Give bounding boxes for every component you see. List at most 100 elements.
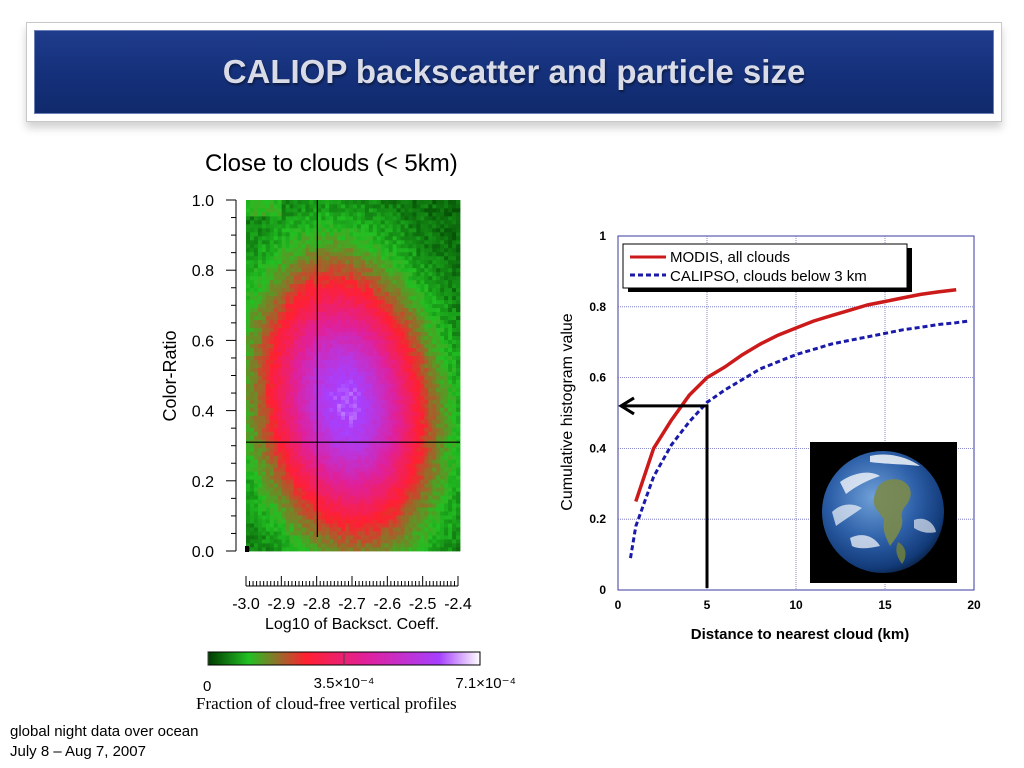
heatmap-cell [380,455,386,460]
heatmap-cell [249,527,255,532]
heatmap-cell [273,387,279,392]
heatmap-cell [305,339,310,344]
heatmap-cell [277,251,283,257]
heatmap-cell [428,263,433,269]
heatmap-cell [265,367,271,372]
heatmap-cell [261,243,267,249]
heatmap-cell [277,343,283,348]
heatmap-cell [404,515,409,520]
heatmap-cell [416,483,421,488]
heatmap-cell [341,519,346,524]
heatmap-cell [285,367,290,372]
heatmap-cell [392,483,397,488]
heatmap-cell [333,283,338,289]
heatmap-cell [345,415,350,420]
heatmap-cell [436,419,441,424]
heatmap-cell [325,243,330,249]
heatmap-cell [293,211,298,217]
heatmap-cell [273,479,279,484]
heatmap-cell [404,479,409,484]
heatmap-cell [345,227,350,233]
heatmap-cell [392,531,397,536]
heatmap-cell [309,367,314,372]
heatmap-cell [261,483,267,488]
heatmap-cell [364,463,370,468]
heatmap-cell [364,435,370,440]
heatmap-cell [353,363,358,368]
heatmap-cell [456,499,461,504]
heatmap-cell [388,391,394,396]
heatmap-cell [392,271,397,277]
heatmap-cell [253,371,259,376]
heatmap-cell [349,239,354,245]
heatmap-cell [305,427,310,432]
heatmap-cell [420,443,425,448]
heatmap-cell [364,471,370,476]
heatmap-cell [400,539,405,544]
heatmap-cell [277,543,283,548]
heatmap-cell [329,519,334,524]
heatmap-cell [253,515,259,520]
heatmap-cell [293,379,298,384]
heatmap-cell [452,271,457,277]
heatmap-cell [456,323,461,329]
heatmap-cell [297,507,302,512]
heatmap-cell [456,223,461,229]
heatmap-cell [416,227,421,233]
heatmap-cell [412,491,417,496]
heatmap-cell [341,391,346,396]
heatmap-cell [356,383,362,388]
heatmap-cell [345,427,350,432]
heatmap-cell [452,243,457,249]
heatmap-cell [456,479,461,484]
heatmap-cell [388,463,394,468]
heatmap-cell [265,411,271,416]
heatmap-cell [257,203,263,209]
heatmap-cell [428,371,433,376]
heatmap-cell [257,299,263,305]
heatmap-cell [277,211,283,217]
heatmap-cell [368,391,374,396]
heatmap-cell [452,200,457,205]
heatmap-cell [388,200,394,205]
heatmap-cell [257,207,263,213]
heatmap-cell [408,363,413,368]
heatmap-cell [293,483,298,488]
heatmap-cell [349,387,354,392]
heatmap-cell [356,543,362,548]
heatmap-cell [249,291,255,297]
heatmap-cell [261,503,267,508]
heatmap-cell [349,351,354,356]
heatmap-cell [329,267,334,273]
heatmap-cell [341,471,346,476]
heatmap-cell [265,303,271,309]
heatmap-cell [246,419,251,424]
heatmap-cell [448,200,453,205]
heatmap-cell [368,383,374,388]
heatmap-cell [333,451,338,456]
heatmap-cell [436,531,441,536]
heatmap-cell [329,319,334,325]
heatmap-cell [297,359,302,364]
heatmap-cell [317,543,322,548]
legend: MODIS, all clouds CALIPSO, clouds below … [622,243,912,292]
heatmap-cell [277,399,283,404]
heatmap-cell [432,499,437,504]
heatmap-cell [313,499,318,504]
heatmap-cell [448,223,453,229]
heatmap-cell [325,483,330,488]
heatmap-cell [277,367,283,372]
heatmap-cell [337,455,342,460]
heatmap-cell [420,515,425,520]
heatmap-cell [246,523,251,528]
heatmap-cell [277,243,283,249]
heatmap-cell [380,351,386,356]
heatmap-cell [436,351,441,356]
heatmap-cell [341,531,346,536]
heatmap-cell [420,351,425,356]
heatmap-cell [404,459,409,464]
heatmap-cell [297,287,302,293]
heatmap-cell [440,327,445,333]
heatmap-cell [392,479,397,484]
